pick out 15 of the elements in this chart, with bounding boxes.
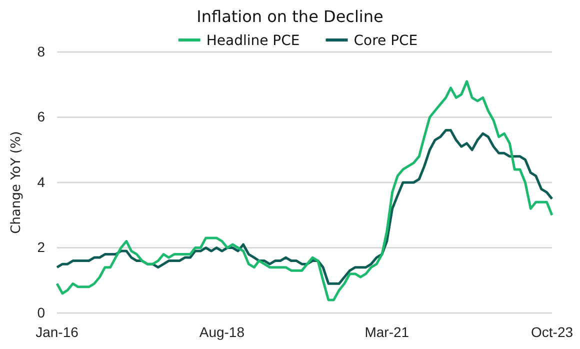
x-tick-label: Aug-18	[199, 324, 245, 340]
y-tick-label: 0	[37, 304, 46, 320]
line-series	[56, 129, 554, 285]
y-tick-label: 6	[37, 108, 46, 125]
y-tick-label: 2	[37, 239, 46, 256]
x-tick-label: Mar-21	[364, 324, 410, 340]
y-axis-title: Change YoY (%)	[9, 131, 24, 234]
legend-label: Core PCE	[354, 33, 418, 49]
chart-title: Inflation on the Decline	[196, 7, 384, 26]
y-tick-label: 4	[37, 174, 46, 190]
line-series	[56, 80, 554, 302]
x-tick-label: Jan-16	[36, 324, 79, 340]
y-tick-label: 8	[37, 43, 46, 60]
legend-label: Headline PCE	[206, 33, 300, 49]
x-tick-label: Oct-23	[530, 324, 574, 340]
